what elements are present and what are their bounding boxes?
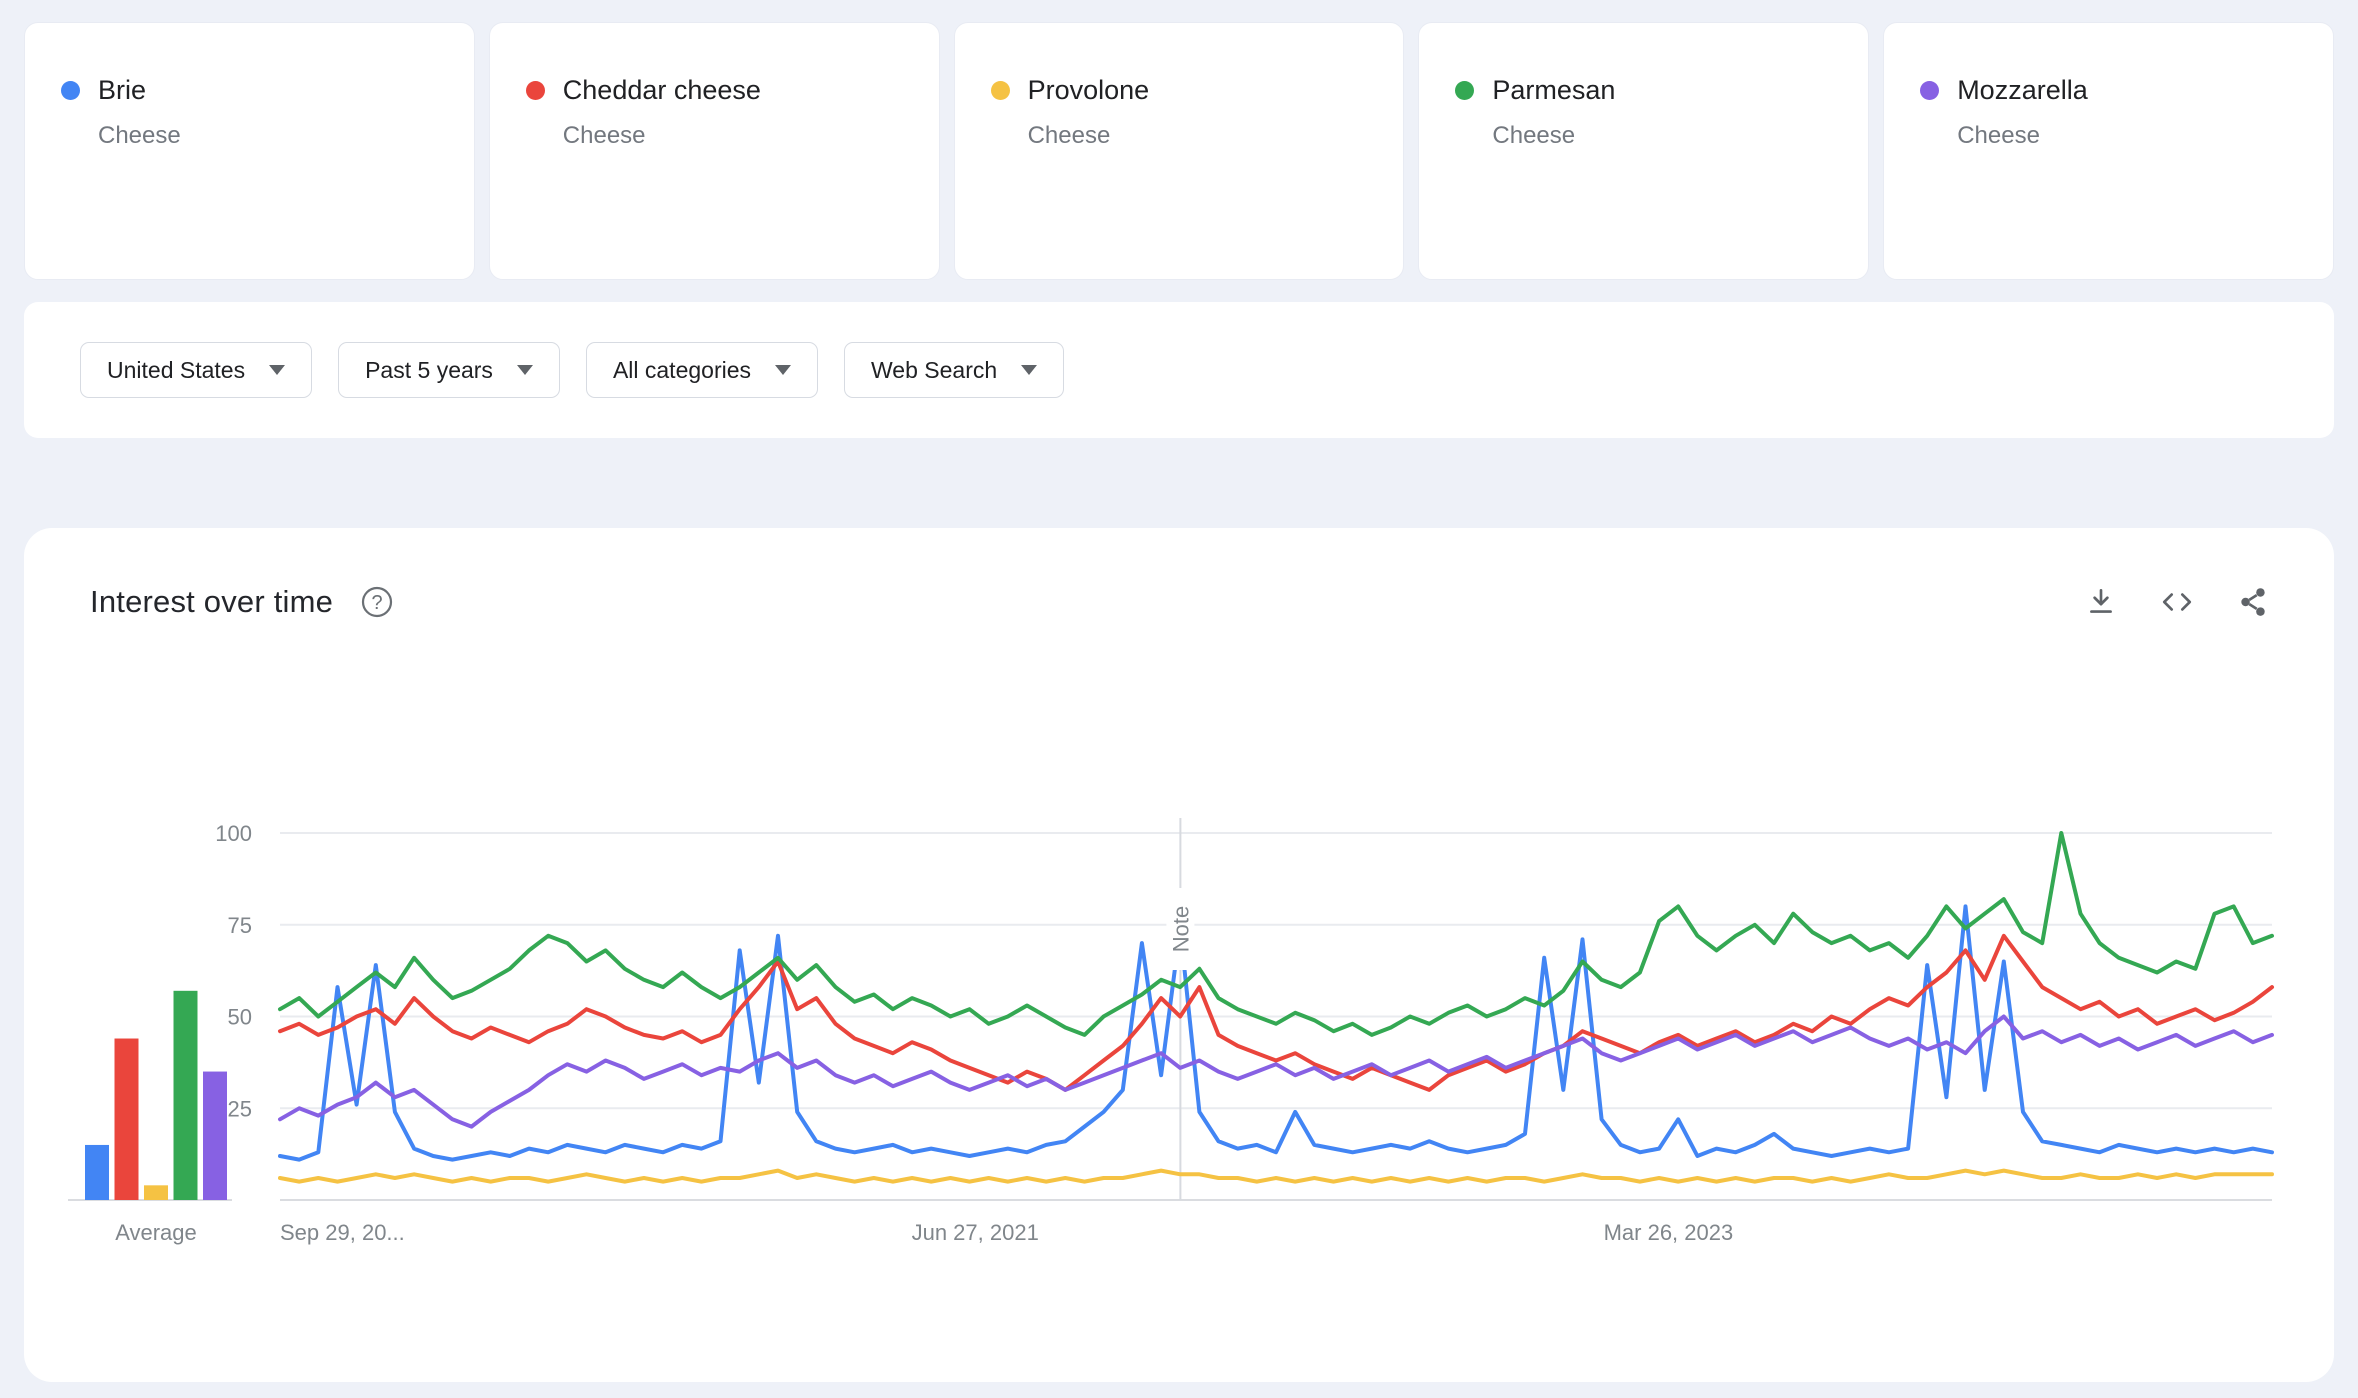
chevron-down-icon xyxy=(1021,365,1038,375)
term-category: Cheese xyxy=(562,122,646,149)
term-card-mozzarella[interactable]: Mozzarella Cheese xyxy=(1883,22,2334,280)
svg-text:Average: Average xyxy=(115,1220,197,1245)
chevron-down-icon xyxy=(516,365,533,375)
term-color-dot xyxy=(1455,81,1475,100)
term-color-dot xyxy=(61,81,80,100)
term-color-dot xyxy=(990,81,1010,100)
chart-title: Interest over time xyxy=(90,584,334,619)
chart-actions xyxy=(2084,585,2270,619)
svg-text:Mar 26, 2023: Mar 26, 2023 xyxy=(1604,1220,1734,1245)
svg-text:100: 100 xyxy=(215,821,252,846)
term-card-provolone[interactable]: Provolone Cheese xyxy=(953,22,1405,280)
trends-line-chart[interactable]: 100 75 50 25 Sep 29, 20... Jun 27, 2021 Mar 26… xyxy=(24,728,2334,1288)
share-icon[interactable] xyxy=(2236,585,2270,619)
svg-text:Sep 29, 20...: Sep 29, 20... xyxy=(280,1220,405,1245)
filters-bar: United States Past 5 years All categorie… xyxy=(24,302,2334,438)
search-type-filter[interactable]: Web Search xyxy=(844,342,1065,398)
svg-text:75: 75 xyxy=(228,913,252,938)
time-range-filter[interactable]: Past 5 years xyxy=(338,342,560,398)
category-filter[interactable]: All categories xyxy=(585,342,819,398)
term-category: Cheese xyxy=(1957,122,2040,149)
svg-text:50: 50 xyxy=(228,1005,252,1030)
region-filter[interactable]: United States xyxy=(80,342,313,398)
category-filter-label: All categories xyxy=(612,356,752,383)
search-type-filter-label: Web Search xyxy=(871,356,998,383)
time-range-filter-label: Past 5 years xyxy=(365,356,493,383)
svg-text:Jun 27, 2021: Jun 27, 2021 xyxy=(912,1220,1039,1245)
term-category: Cheese xyxy=(98,122,181,149)
term-name: Mozzarella xyxy=(1957,75,2088,105)
term-name: Parmesan xyxy=(1492,75,1616,105)
term-category: Cheese xyxy=(1492,122,1576,149)
term-category: Cheese xyxy=(1027,122,1111,149)
svg-text:?: ? xyxy=(372,592,383,614)
interest-over-time-panel: Interest over time ? xyxy=(24,528,2334,1382)
region-filter-label: United States xyxy=(107,356,246,383)
term-card-brie[interactable]: Brie Cheese xyxy=(24,22,475,280)
svg-text:25: 25 xyxy=(228,1096,252,1121)
embed-icon[interactable] xyxy=(2160,585,2194,619)
term-name: Brie xyxy=(98,75,147,105)
chevron-down-icon xyxy=(775,365,792,375)
download-icon[interactable] xyxy=(2084,585,2118,619)
panel-header: Interest over time ? xyxy=(90,584,2270,620)
term-cards-row: Brie Cheese Cheddar cheese Cheese Provol… xyxy=(24,22,2334,280)
help-icon[interactable]: ? xyxy=(359,584,395,620)
term-card-cheddar[interactable]: Cheddar cheese Cheese xyxy=(488,22,940,280)
chevron-down-icon xyxy=(269,365,286,375)
term-color-dot xyxy=(525,81,545,100)
term-name: Cheddar cheese xyxy=(562,75,761,105)
term-card-parmesan[interactable]: Parmesan Cheese xyxy=(1418,22,1870,280)
term-name: Provolone xyxy=(1027,75,1150,105)
term-color-dot xyxy=(1920,81,1940,100)
svg-text:Note: Note xyxy=(1168,906,1193,952)
